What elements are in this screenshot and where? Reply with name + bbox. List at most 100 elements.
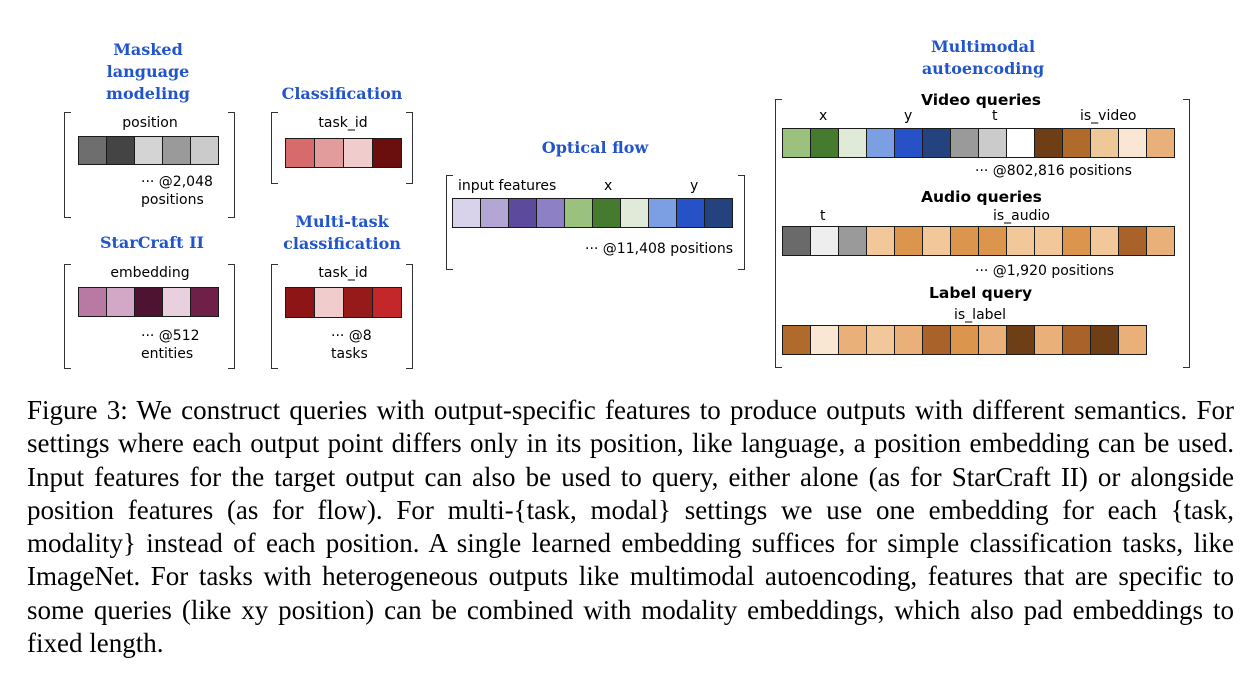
embedding-cell xyxy=(866,325,895,355)
embedding-cell xyxy=(810,226,839,256)
embedding-cell xyxy=(782,128,811,158)
embedding-cell xyxy=(106,287,135,317)
mlm-position-label: position xyxy=(122,115,178,131)
embedding-cell xyxy=(1006,325,1035,355)
video-x-label: x xyxy=(819,108,828,124)
classification-task-id-label: task_id xyxy=(318,115,368,131)
embedding-cell xyxy=(1090,325,1119,355)
embedding-cell xyxy=(782,325,811,355)
embedding-cell xyxy=(1034,128,1063,158)
embedding-cell xyxy=(1006,226,1035,256)
starcraft-title: StarCraft II xyxy=(99,233,205,252)
embedding-cell xyxy=(978,325,1007,355)
multitask-embedding-row xyxy=(285,287,402,318)
starcraft-bracket-left xyxy=(64,264,71,369)
mlm-bracket-right xyxy=(228,112,235,218)
label-query-title: Label query xyxy=(929,284,1033,302)
embedding-cell xyxy=(810,325,839,355)
embedding-cell xyxy=(106,136,135,165)
embedding-cell xyxy=(782,226,811,256)
multitask-title: Multi-task classification xyxy=(283,212,401,253)
multimodal-title: Multimodal autoencoding xyxy=(921,37,1045,78)
mlm-bracket-left xyxy=(64,112,71,218)
embedding-cell xyxy=(978,128,1007,158)
embedding-cell xyxy=(838,226,867,256)
mlm-count: ··· @2,048 positions xyxy=(141,174,213,208)
starcraft-count: ··· @512 entities xyxy=(141,328,200,362)
embedding-cell xyxy=(314,287,344,318)
embedding-cell xyxy=(314,138,344,168)
embedding-cell xyxy=(978,226,1007,256)
embedding-cell xyxy=(78,287,107,317)
optical-flow-input-features-label: input features xyxy=(458,178,557,194)
embedding-cell xyxy=(648,198,677,228)
classification-embedding-row xyxy=(285,138,402,168)
embedding-cell xyxy=(1006,128,1035,158)
optical-flow-bracket-right xyxy=(738,175,745,270)
embedding-cell xyxy=(1062,128,1091,158)
label-is-label-label: is_label xyxy=(954,307,1007,323)
embedding-cell xyxy=(838,325,867,355)
audio-t-label: t xyxy=(820,208,826,224)
embedding-cell xyxy=(922,325,951,355)
embedding-cell xyxy=(508,198,537,228)
embedding-cell xyxy=(564,198,593,228)
mlm-embedding-row xyxy=(78,136,219,165)
optical-flow-embedding-row xyxy=(452,198,733,228)
embedding-cell xyxy=(922,226,951,256)
embedding-cell xyxy=(810,128,839,158)
embedding-cell xyxy=(950,325,979,355)
embedding-cell xyxy=(1062,325,1091,355)
multitask-bracket-left xyxy=(271,264,278,369)
embedding-cell xyxy=(343,138,373,168)
embedding-cell xyxy=(922,128,951,158)
embedding-cell xyxy=(620,198,649,228)
embedding-cell xyxy=(134,136,163,165)
embedding-cell xyxy=(1118,128,1147,158)
optical-flow-x-label: x xyxy=(604,178,613,194)
video-queries-embedding-row xyxy=(782,128,1175,158)
embedding-cell xyxy=(372,138,402,168)
video-y-label: y xyxy=(904,108,913,124)
embedding-cell xyxy=(950,128,979,158)
starcraft-embedding-label: embedding xyxy=(110,265,190,281)
classification-bracket-right xyxy=(406,112,413,184)
embedding-cell xyxy=(1146,226,1175,256)
embedding-cell xyxy=(536,198,565,228)
embedding-cell xyxy=(866,128,895,158)
mlm-title: Masked language modeling xyxy=(106,40,190,103)
starcraft-bracket-right xyxy=(228,264,235,369)
embedding-cell xyxy=(1090,128,1119,158)
embedding-cell xyxy=(592,198,621,228)
embedding-cell xyxy=(894,226,923,256)
audio-queries-embedding-row xyxy=(782,226,1175,256)
embedding-cell xyxy=(894,128,923,158)
multitask-task-id-label: task_id xyxy=(318,265,368,281)
embedding-cell xyxy=(704,198,733,228)
multimodal-bracket-right xyxy=(1183,99,1190,368)
audio-is-audio-label: is_audio xyxy=(993,208,1050,224)
embedding-cell xyxy=(1090,226,1119,256)
multitask-count: ··· @8 tasks xyxy=(331,328,372,362)
embedding-cell xyxy=(866,226,895,256)
embedding-cell xyxy=(950,226,979,256)
embedding-cell xyxy=(1034,325,1063,355)
optical-flow-bracket-left xyxy=(446,175,453,270)
embedding-cell xyxy=(134,287,163,317)
embedding-cell xyxy=(162,287,191,317)
embedding-cell xyxy=(372,287,402,318)
video-queries-title: Video queries xyxy=(921,91,1042,109)
embedding-cell xyxy=(1034,226,1063,256)
multimodal-bracket-left xyxy=(775,99,782,368)
optical-flow-y-label: y xyxy=(690,178,699,194)
video-count: ··· @802,816 positions xyxy=(975,163,1132,179)
embedding-cell xyxy=(285,138,315,168)
multitask-bracket-right xyxy=(406,264,413,369)
video-is-video-label: is_video xyxy=(1080,108,1137,124)
embedding-cell xyxy=(1062,226,1091,256)
embedding-cell xyxy=(1146,128,1175,158)
optical-flow-count: ··· @11,408 positions xyxy=(585,241,733,257)
embedding-cell xyxy=(452,198,481,228)
embedding-cell xyxy=(190,287,219,317)
audio-count: ··· @1,920 positions xyxy=(975,263,1115,279)
